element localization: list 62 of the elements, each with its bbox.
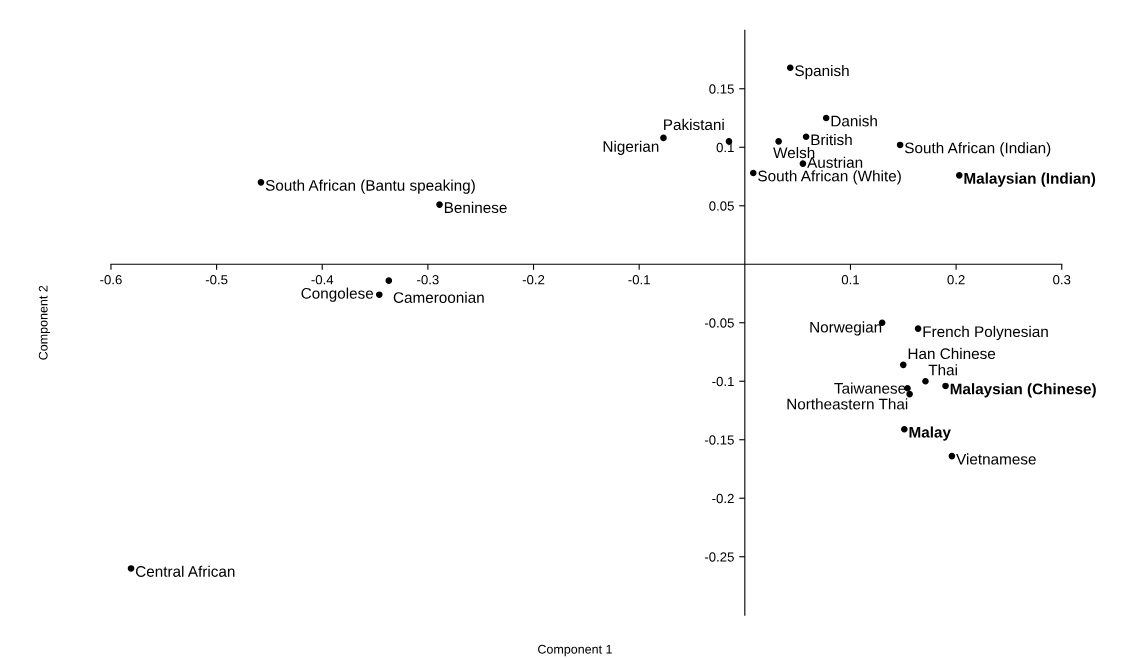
x-tick-label: -0.2 (522, 275, 545, 285)
point (901, 425, 908, 433)
annotation: South African (White) (758, 170, 901, 185)
y-axis-title: Component 2 (38, 285, 51, 360)
point (775, 138, 782, 145)
point (906, 390, 913, 398)
y-tick-label: -0.15 (704, 435, 734, 445)
point (660, 134, 667, 142)
x-tick-label: 0.1 (841, 275, 859, 285)
annotation: Han Chinese (908, 347, 996, 360)
annotation: Malaysian (Chinese) (950, 383, 1096, 398)
annotation: Danish (831, 115, 877, 127)
point (375, 291, 383, 298)
point (948, 452, 956, 460)
point (822, 114, 830, 122)
annotation: Central African (135, 565, 235, 577)
x-tick-label: -0.4 (311, 275, 334, 285)
y-tick-label: -0.05 (704, 318, 734, 328)
point (786, 64, 794, 71)
annotation: Taiwanese (834, 382, 906, 394)
annotation: British (811, 133, 852, 146)
x-tick-label: -0.6 (100, 275, 122, 285)
point (257, 179, 265, 186)
annotation: Beninese (444, 201, 507, 214)
x-tick-label: -0.3 (417, 275, 439, 285)
annotation: Thai (928, 364, 957, 376)
annotation: Pakistani (664, 118, 724, 131)
point (802, 133, 810, 141)
y-tick-label: -0.2 (712, 493, 734, 504)
x-axis-title: Component 1 (538, 644, 612, 657)
annotation: Malay (909, 426, 951, 441)
y-tick-label: 0.05 (709, 201, 734, 211)
y-tick-label: 0.1 (716, 142, 734, 153)
point (955, 172, 963, 179)
point (899, 361, 907, 369)
annotation: French Polynesian (923, 325, 1048, 341)
annotation: Northeastern Thai (787, 398, 908, 410)
point (922, 377, 929, 385)
annotation: Spanish (795, 64, 849, 80)
annotation: Vietnamese (956, 453, 1036, 465)
annotation: Norwegian (810, 321, 882, 336)
point (914, 325, 922, 332)
point (896, 141, 904, 149)
x-tick-label: -0.1 (628, 275, 650, 285)
annotation: Congolese (301, 287, 374, 302)
annotation: South African (Bantu speaking) (265, 179, 475, 194)
y-tick-label: -0.1 (712, 376, 734, 387)
x-tick-label: 0.2 (947, 275, 965, 285)
point (942, 382, 949, 390)
point (749, 169, 757, 177)
point (127, 565, 135, 572)
x-tick-label: -0.5 (205, 275, 228, 285)
point (385, 277, 393, 284)
annotation: Nigerian (603, 140, 659, 155)
annotation: Cameroonian (393, 291, 484, 303)
point (799, 160, 807, 167)
point (436, 201, 443, 208)
annotation: South African (Indian) (904, 142, 1051, 157)
y-tick-label: 0.15 (709, 84, 734, 94)
annotation: Malaysian (Indian) (964, 172, 1096, 187)
x-tick-label: 0.3 (1053, 275, 1071, 285)
y-tick-label: -0.25 (704, 552, 734, 562)
